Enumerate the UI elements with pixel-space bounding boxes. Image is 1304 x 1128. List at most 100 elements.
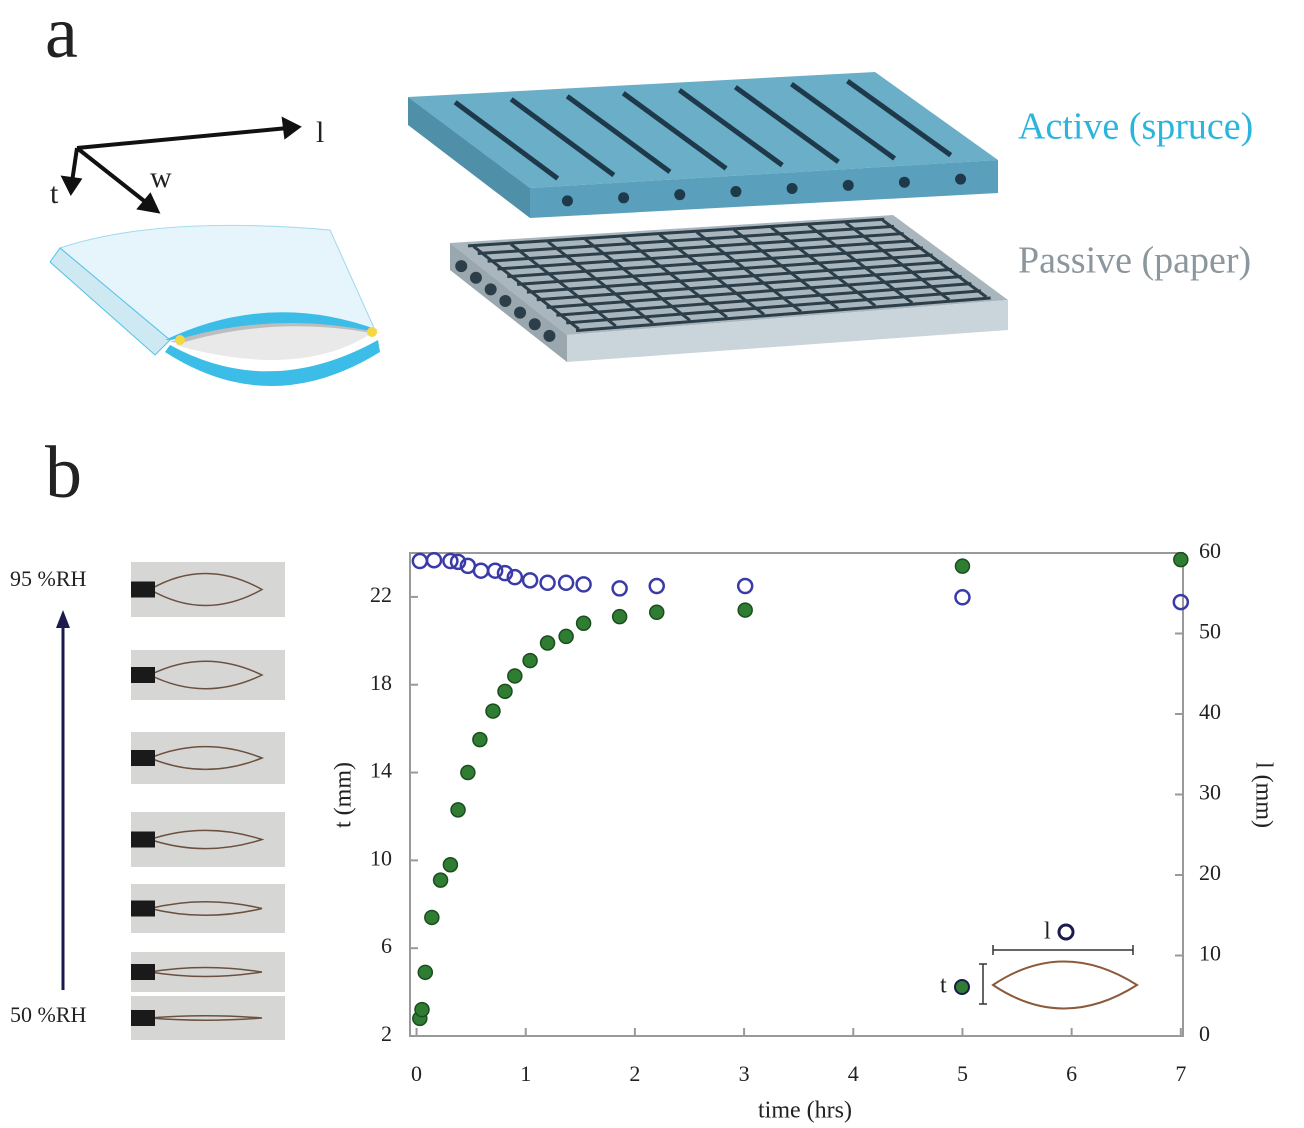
photo-sample: [149, 901, 263, 916]
data-point: [472, 562, 490, 579]
y2-tick-label: 30: [1199, 780, 1221, 805]
groove: [565, 94, 672, 174]
data-point: [425, 551, 443, 569]
grid-groove: [881, 219, 988, 299]
y2-tick-label: 0: [1199, 1021, 1210, 1046]
photo: [131, 812, 285, 867]
data-point: [486, 562, 504, 579]
y2-tick-label: 50: [1199, 619, 1221, 644]
grid-groove: [566, 289, 982, 325]
grid-groove: [526, 260, 943, 294]
clamp: [131, 900, 155, 917]
photo: [131, 562, 285, 617]
data-point: [558, 628, 574, 645]
channel: [499, 295, 512, 308]
y2-tick-label: 60: [1199, 538, 1221, 563]
data-point: [954, 558, 971, 574]
data-point: [496, 564, 514, 582]
data-point: [736, 577, 754, 595]
data-point: [432, 872, 449, 888]
grid-groove: [536, 267, 953, 302]
photo: [131, 732, 285, 784]
x-tick-label: 5: [957, 1061, 968, 1086]
x-tick-label: 7: [1175, 1061, 1186, 1086]
data-point: [539, 574, 556, 592]
legend-lens: [991, 960, 1139, 1010]
photo-sample: [149, 966, 263, 978]
data-point: [557, 574, 575, 592]
legend-label: l: [1044, 919, 1051, 945]
layer-label: Passive (paper): [1018, 240, 1251, 282]
data-point: [442, 857, 459, 873]
gap: [175, 326, 372, 360]
y2-tick-label: 20: [1199, 860, 1221, 885]
sheet-edge: [49, 247, 171, 356]
active-front: [530, 160, 998, 218]
grid-groove: [516, 253, 933, 286]
plot-frame: [409, 552, 1184, 1037]
data-point: [954, 589, 971, 606]
grid-groove: [497, 239, 914, 271]
x-tick-label: 6: [1066, 1061, 1077, 1086]
channel: [674, 189, 686, 201]
grid-groove: [487, 232, 904, 263]
data-point: [411, 552, 429, 570]
active-layer: [165, 340, 380, 386]
joint: [175, 335, 185, 345]
x-tick-label: 0: [411, 1061, 422, 1086]
data-point: [539, 635, 556, 651]
humidity-label: 95 %RH: [10, 566, 87, 591]
clamp: [131, 667, 155, 683]
grid-groove: [477, 224, 895, 256]
channel: [528, 318, 541, 331]
legend-label: t: [940, 973, 947, 999]
active-top: [408, 72, 998, 188]
data-point: [522, 652, 538, 669]
data-point: [611, 580, 628, 597]
photo-sample: [147, 829, 265, 850]
data-point: [648, 604, 665, 621]
data-point: [442, 552, 459, 570]
y-tick-label: 10: [370, 845, 392, 870]
channel: [955, 173, 967, 185]
y-tick-label: 6: [381, 933, 392, 958]
channel: [469, 271, 482, 284]
legend-scale: [979, 945, 1134, 1005]
y-tick-label: 18: [370, 670, 392, 695]
data-point: [460, 764, 476, 781]
photo-sample: [148, 745, 265, 771]
joint: [367, 327, 377, 337]
data-point: [485, 703, 501, 719]
data-point: [611, 608, 628, 625]
groove: [733, 85, 840, 164]
arrowhead: [56, 610, 70, 628]
channel: [543, 329, 556, 342]
x-tick-label: 4: [848, 1061, 859, 1086]
channel: [455, 260, 468, 273]
groove: [677, 88, 784, 168]
data-point: [507, 668, 523, 684]
data-point: [575, 615, 592, 632]
y-tick-label: 14: [370, 758, 392, 783]
data-point: [417, 964, 434, 981]
arrowhead: [60, 175, 83, 196]
axis-name: l: [316, 116, 324, 149]
data-point: [449, 553, 467, 571]
channel: [561, 195, 573, 207]
chart: time (hrs) t (mm) l (mm) t l 0 1 2 3 4 5 6 7 2 6 1…: [331, 538, 1277, 1123]
arrowhead: [281, 116, 302, 140]
photo-sample: [148, 572, 264, 607]
channel: [730, 186, 742, 198]
x-tick-label: 3: [739, 1061, 750, 1086]
channel: [842, 179, 854, 191]
x-tick-label: 2: [629, 1061, 640, 1086]
data-point: [648, 577, 665, 595]
data-point: [521, 572, 539, 589]
grid-groove: [556, 282, 972, 317]
photo-sample: [149, 1015, 263, 1021]
channel: [898, 176, 910, 188]
data-point: [414, 1001, 430, 1018]
panel-label: b: [45, 432, 82, 514]
groove: [509, 97, 616, 178]
groove: [453, 100, 560, 181]
